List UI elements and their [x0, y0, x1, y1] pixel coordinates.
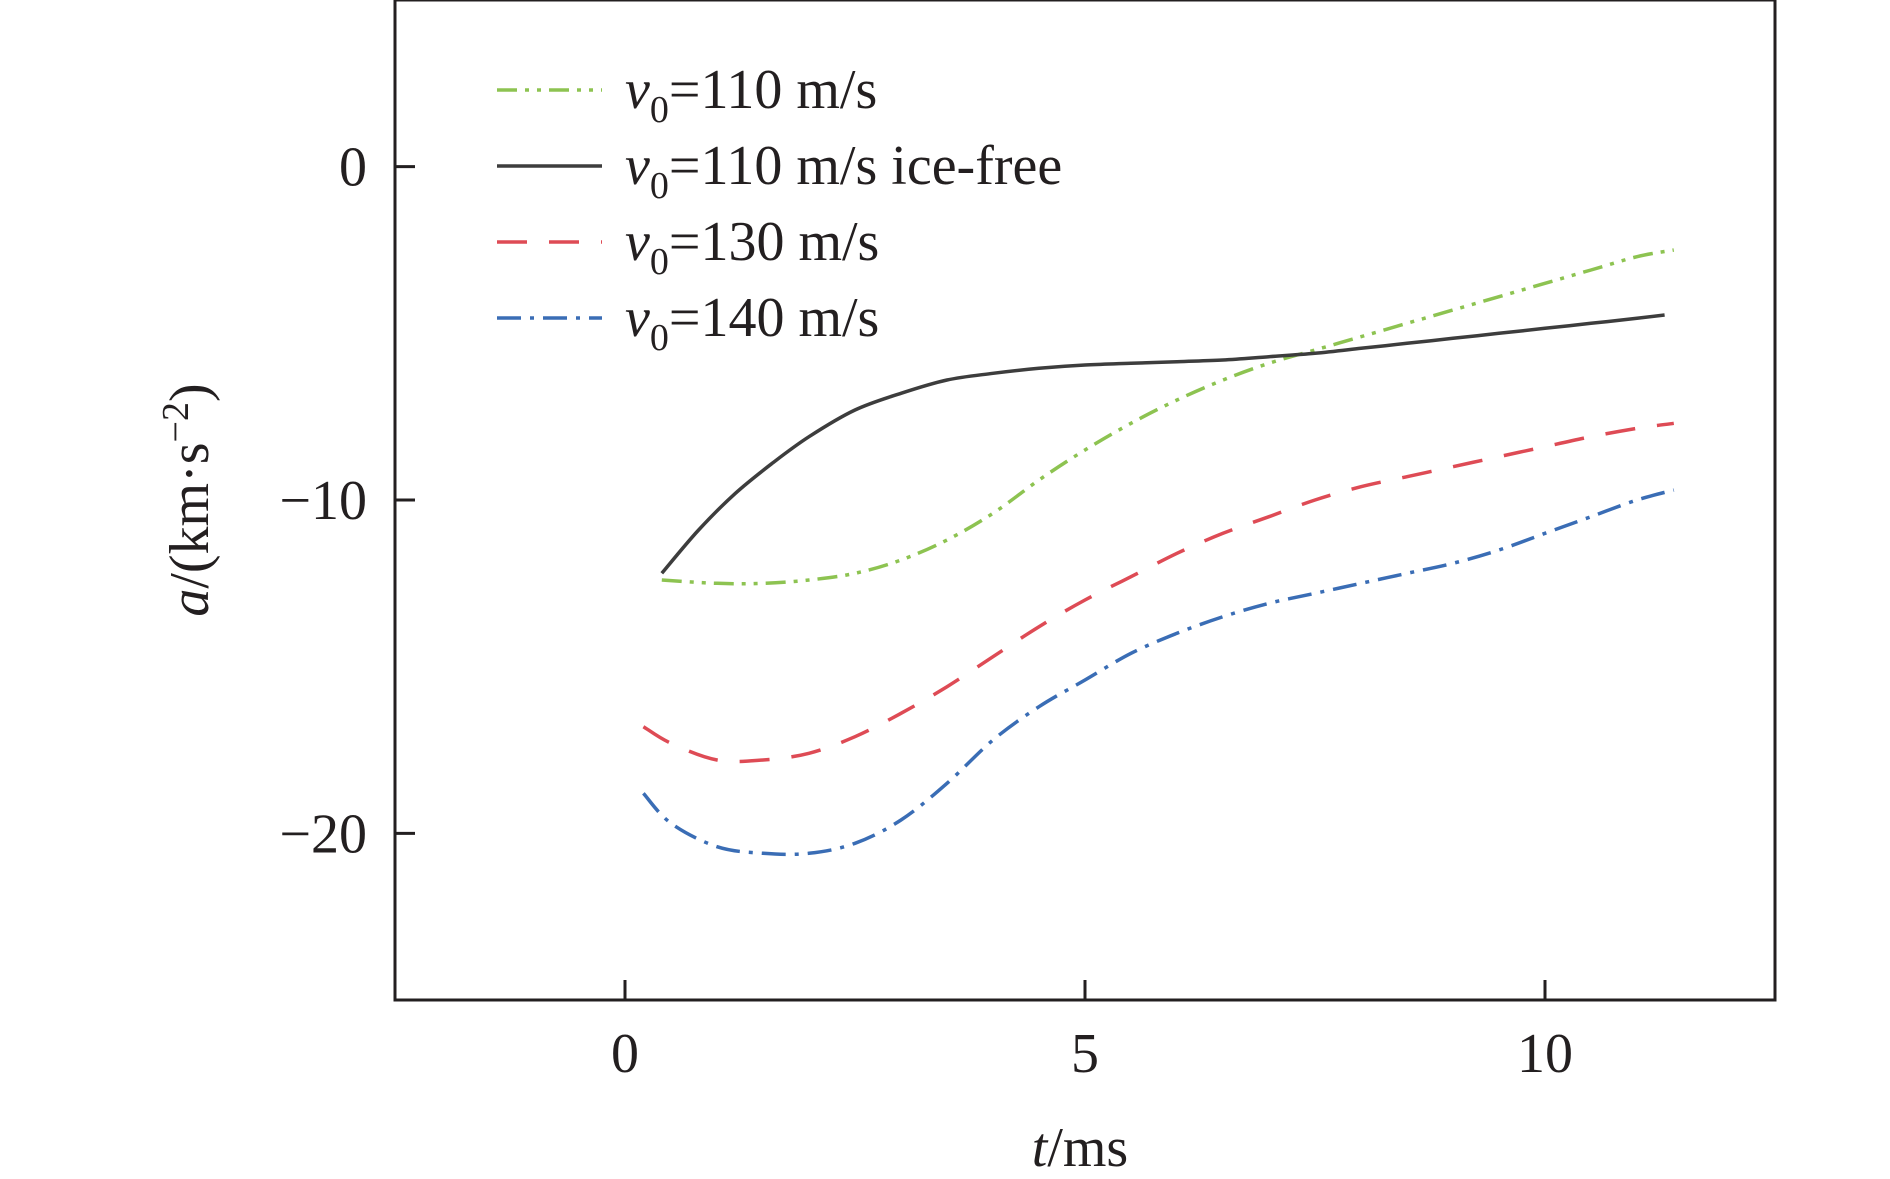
- y-axis-title: a/(km·s−2): [155, 383, 221, 616]
- x-tick-label: 5: [1071, 1023, 1099, 1085]
- legend-label-3: v0=130 m/s: [625, 211, 879, 283]
- x-tick-label: 0: [611, 1023, 639, 1085]
- series-line-4: [642, 488, 1675, 857]
- x-tick-label: 10: [1517, 1023, 1573, 1085]
- series-line-2: [660, 313, 1665, 575]
- y-tick-label: −10: [279, 470, 367, 532]
- series-line-1: [661, 248, 1675, 586]
- x-axis-title: t/ms: [1032, 1117, 1128, 1179]
- legend-label-1: v0=110 m/s: [625, 59, 877, 131]
- y-tick-label: −20: [279, 803, 367, 865]
- y-tick-label: 0: [339, 137, 367, 199]
- series-layer: [642, 248, 1675, 857]
- series-line-3: [642, 421, 1675, 764]
- plot-frame: [393, 0, 1777, 1002]
- legend-label-2: v0=110 m/s ice-free: [625, 135, 1062, 207]
- axis-ticks: 0 5 10 0 −10 −20: [279, 137, 1573, 1085]
- axis-titles: t/ms a/(km·s−2): [155, 383, 1128, 1179]
- legend-label-4: v0=140 m/s: [625, 287, 879, 359]
